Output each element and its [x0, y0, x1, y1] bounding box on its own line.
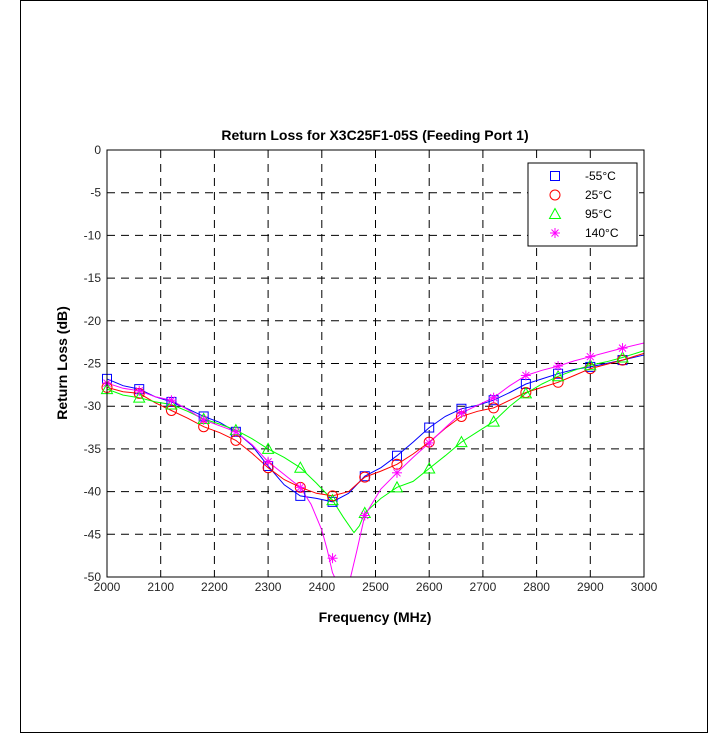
series-line-1	[107, 352, 644, 497]
chart-title: Return Loss for X3C25F1-05S (Feeding Por…	[221, 127, 528, 143]
data-point	[198, 414, 209, 425]
x-tick-label: 3000	[631, 580, 658, 594]
data-point	[553, 361, 564, 372]
legend-label: 25°C	[585, 188, 612, 202]
ticks: 2000 2100 2200 2300 2400 2500 2600 2700 2800 2900…	[84, 143, 658, 594]
data-point	[424, 422, 435, 433]
data-point	[519, 386, 533, 399]
data-point	[261, 442, 275, 454]
y-tick-label: -25	[84, 357, 102, 371]
grid	[107, 150, 644, 577]
x-tick-label: 2700	[470, 580, 497, 594]
data-point	[327, 490, 339, 502]
data-point	[359, 510, 370, 521]
data-point	[134, 385, 145, 396]
data-point	[263, 456, 274, 467]
data-point	[295, 482, 306, 493]
data-point	[391, 467, 402, 478]
data-point	[166, 395, 177, 406]
data-point	[583, 358, 597, 371]
data-point	[585, 351, 596, 362]
x-tick-label: 2600	[416, 580, 443, 594]
x-tick-label: 2100	[147, 580, 174, 594]
legend-marker	[549, 189, 561, 201]
plot-box	[106, 149, 645, 578]
legend-marker	[550, 228, 560, 238]
data-point	[455, 435, 468, 448]
legend-label: 140°C	[585, 226, 619, 240]
data-point	[487, 415, 500, 427]
data-point	[424, 437, 435, 448]
x-tick-label: 2800	[523, 580, 550, 594]
legend-marker	[550, 171, 560, 181]
legend: -55°C 25°C 95°C 140°C	[527, 162, 638, 247]
y-tick-label: -30	[84, 399, 102, 413]
data-point	[293, 461, 307, 473]
series-line-0	[107, 354, 644, 503]
legend-label: -55°C	[585, 169, 616, 183]
y-tick-label: -15	[84, 271, 102, 285]
legend-marker	[548, 207, 562, 219]
data-point	[390, 480, 404, 493]
y-tick-label: 0	[94, 143, 101, 157]
x-tick-label: 2200	[201, 580, 228, 594]
y-tick-label: -35	[84, 442, 102, 456]
data-point	[422, 462, 436, 474]
y-tick-label: -45	[84, 527, 102, 541]
data-point	[488, 392, 499, 403]
x-tick-label: 2400	[308, 580, 335, 594]
data-point	[616, 350, 629, 363]
series-markers	[100, 343, 629, 564]
y-axis-label: Return Loss (dB)	[54, 306, 70, 420]
data-point	[327, 553, 338, 564]
y-tick-label: -5	[90, 186, 101, 200]
data-point	[456, 408, 467, 419]
data-point	[230, 426, 241, 437]
x-tick-label: 2500	[362, 580, 389, 594]
data-point	[551, 369, 565, 382]
y-tick-label: -50	[84, 570, 102, 584]
legend-box	[527, 162, 638, 247]
data-point	[488, 402, 500, 414]
legend-label: 95°C	[585, 207, 612, 221]
data-point	[132, 391, 146, 403]
x-tick-label: 2900	[577, 580, 604, 594]
data-point	[391, 450, 402, 461]
data-point	[617, 343, 628, 354]
data-point	[326, 493, 339, 506]
y-tick-label: -10	[84, 228, 102, 242]
x-axis-label: Frequency (MHz)	[319, 609, 432, 625]
y-tick-label: -20	[84, 314, 102, 328]
x-tick-label: 2000	[94, 580, 121, 594]
data-point	[552, 376, 564, 388]
data-point	[359, 471, 371, 483]
data-point	[165, 397, 178, 410]
data-point	[165, 404, 177, 416]
data-point	[520, 370, 531, 381]
x-tick-label: 2300	[255, 580, 282, 594]
y-tick-label: -40	[84, 485, 102, 499]
